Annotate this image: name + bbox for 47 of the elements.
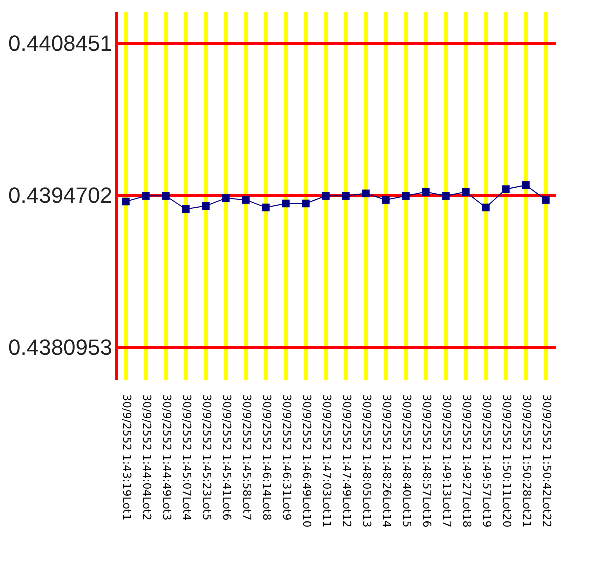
point xyxy=(442,192,450,200)
point xyxy=(302,200,310,208)
point xyxy=(142,192,150,200)
y-tick-label: 0.4408451 xyxy=(8,30,112,56)
y-tick-label: 0.4380953 xyxy=(8,334,112,360)
point xyxy=(162,192,170,200)
x-tick-label: 30/9/2552 1:46:31Lot9 xyxy=(280,394,294,521)
x-tick-label: 30/9/2552 1:48:26Lot14 xyxy=(380,394,394,528)
point xyxy=(222,194,230,202)
point xyxy=(462,188,470,196)
x-tick-label: 30/9/2552 1:48:40Lot15 xyxy=(400,394,414,528)
x-tick-label: 30/9/2552 1:50:42Lot22 xyxy=(540,394,554,528)
point xyxy=(522,182,530,190)
point xyxy=(362,190,370,198)
x-tick-label: 30/9/2552 1:50:28Lot21 xyxy=(520,394,534,528)
point xyxy=(542,196,550,204)
point xyxy=(322,192,330,200)
point xyxy=(122,198,130,206)
point xyxy=(502,186,510,194)
x-tick-label: 30/9/2552 1:45:07Lot4 xyxy=(180,394,194,521)
point xyxy=(182,206,190,214)
x-tick-label: 30/9/2552 1:49:13Lot17 xyxy=(440,394,454,528)
x-tick-label: 30/9/2552 1:46:14Lot8 xyxy=(260,394,274,521)
x-tick-label: 30/9/2552 1:47:03Lot11 xyxy=(320,394,334,528)
x-tick-label: 30/9/2552 1:50:11Lot20 xyxy=(500,394,514,528)
point xyxy=(402,192,410,200)
y-tick-label: 0.4394702 xyxy=(8,182,112,208)
point xyxy=(262,204,270,212)
x-tick-label: 30/9/2552 1:45:23Lot5 xyxy=(200,394,214,521)
point xyxy=(242,196,250,204)
x-tick-label: 30/9/2552 1:44:49Lot3 xyxy=(160,394,174,521)
x-tick-label: 30/9/2552 1:45:41Lot6 xyxy=(220,394,234,521)
point xyxy=(282,200,290,208)
x-tick-label: 30/9/2552 1:46:49Lot10 xyxy=(300,394,314,528)
x-tick-label: 30/9/2552 1:45:58Lot7 xyxy=(240,394,254,521)
point xyxy=(382,196,390,204)
x-tick-label: 30/9/2552 1:49:27Lot18 xyxy=(460,394,474,528)
x-tick-label: 30/9/2552 1:44:04Lot2 xyxy=(140,394,154,521)
point xyxy=(482,204,490,212)
x-tick-label: 30/9/2552 1:49:57Lot19 xyxy=(480,394,494,528)
x-tick-label: 30/9/2552 1:43:19Lot1 xyxy=(120,394,134,521)
point xyxy=(342,192,350,200)
point xyxy=(422,188,430,196)
point xyxy=(202,202,210,210)
x-tick-label: 30/9/2552 1:48:05Lot13 xyxy=(360,394,374,528)
x-tick-label: 30/9/2552 1:47:49Lot12 xyxy=(340,394,354,528)
x-tick-label: 30/9/2552 1:48:57Lot16 xyxy=(420,394,434,528)
